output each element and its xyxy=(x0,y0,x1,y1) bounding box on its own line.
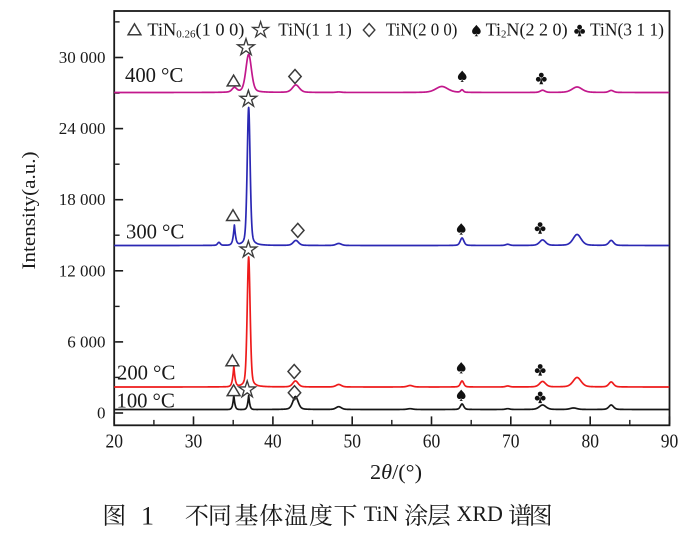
svg-text:300: 300 xyxy=(126,220,157,244)
svg-text:TiN(1 1 1): TiN(1 1 1) xyxy=(278,20,352,40)
svg-text:30: 30 xyxy=(185,431,203,453)
svg-text:60: 60 xyxy=(423,431,441,453)
svg-text:°C: °C xyxy=(162,220,184,244)
svg-text:18 000: 18 000 xyxy=(59,190,106,209)
svg-text:40: 40 xyxy=(264,431,282,453)
svg-text:TiN(3 1 1): TiN(3 1 1) xyxy=(590,20,664,40)
svg-text:12 000: 12 000 xyxy=(59,261,106,280)
svg-text:°C: °C xyxy=(161,63,183,87)
svg-text:Ti2N(2 2 0): Ti2N(2 2 0) xyxy=(486,20,568,41)
svg-text:TiN0.26(1 0 0): TiN0.26(1 0 0) xyxy=(147,20,244,41)
svg-text:24 000: 24 000 xyxy=(59,119,106,138)
svg-text:90: 90 xyxy=(661,431,679,453)
svg-text:100: 100 xyxy=(117,388,148,412)
svg-text:2θ/(°): 2θ/(°) xyxy=(370,460,422,484)
svg-text:20: 20 xyxy=(105,431,123,453)
svg-text:30 000: 30 000 xyxy=(59,48,106,67)
svg-text:80: 80 xyxy=(581,431,599,453)
svg-text:1: 1 xyxy=(141,502,154,531)
svg-text:0: 0 xyxy=(97,404,106,423)
svg-text:XRD: XRD xyxy=(457,501,503,526)
svg-text:70: 70 xyxy=(502,431,520,453)
svg-text:TiN(2 0 0): TiN(2 0 0) xyxy=(386,20,458,40)
svg-text:Intensity(a.u.): Intensity(a.u.) xyxy=(19,152,40,270)
svg-text:400: 400 xyxy=(125,63,156,87)
svg-text:°C: °C xyxy=(153,360,175,384)
svg-text:50: 50 xyxy=(343,431,361,453)
svg-text:°C: °C xyxy=(153,388,175,412)
svg-text:200: 200 xyxy=(117,360,148,384)
svg-text:TiN: TiN xyxy=(364,501,399,526)
svg-text:6 000: 6 000 xyxy=(67,332,105,351)
